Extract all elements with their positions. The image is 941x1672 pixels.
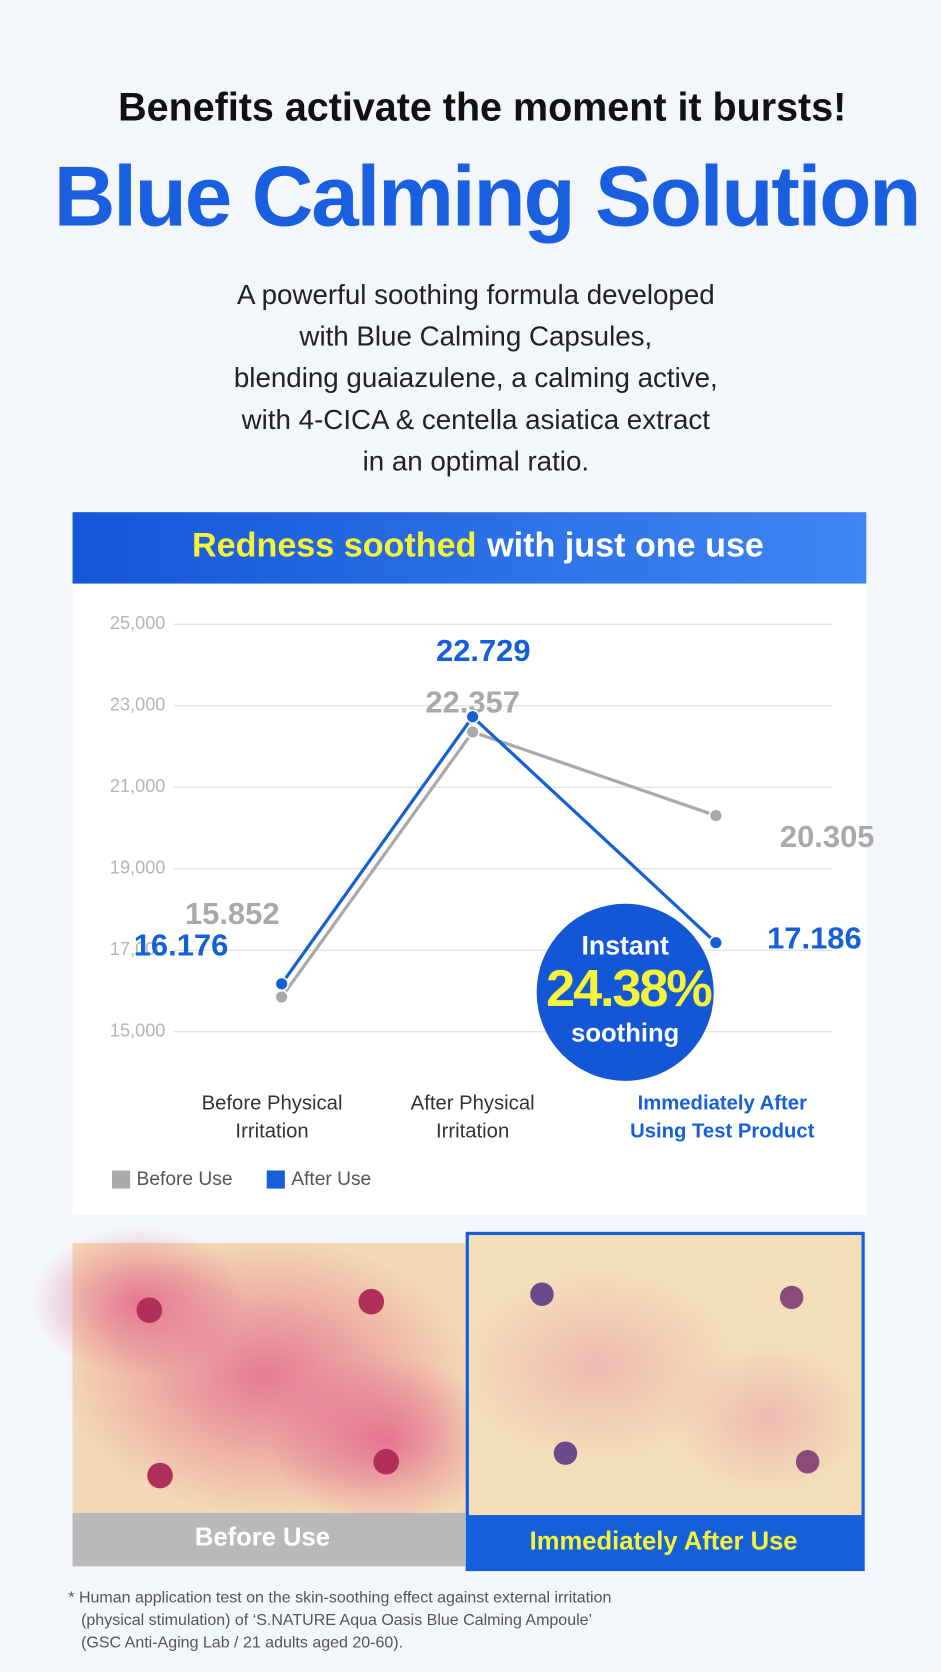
- y-tick-label: 15,000: [110, 1021, 165, 1041]
- value-label: 16.176: [134, 928, 229, 963]
- point: [708, 935, 724, 950]
- footnote-line: (physical stimulation) of ‘S.NATURE Aqua…: [81, 1612, 592, 1629]
- redness: [32, 1227, 246, 1377]
- y-tick-label: 25,000: [110, 613, 165, 633]
- footnote: * Human application test on the skin-soo…: [68, 1590, 611, 1652]
- kicker: Benefits activate the moment it bursts!: [118, 85, 846, 129]
- x-label: Before Physical Irritation: [201, 1092, 343, 1143]
- caption-after: Immediately After Use: [530, 1528, 798, 1556]
- annotation-top: Instant: [582, 931, 669, 961]
- pore: [795, 1449, 820, 1474]
- description-line: blending guaiazulene, a calming active,: [234, 362, 718, 393]
- description-line: with Blue Calming Capsules,: [298, 321, 652, 352]
- y-tick-label: 23,000: [110, 695, 165, 715]
- point: [274, 976, 289, 992]
- main-title: Blue Calming Solution: [54, 149, 920, 244]
- caption-before-band: [72, 1512, 466, 1567]
- pore: [373, 1448, 400, 1475]
- point: [465, 709, 480, 724]
- pore: [136, 1297, 163, 1324]
- description-line: in an optimal ratio.: [363, 445, 590, 476]
- point: [708, 808, 724, 823]
- redness: [266, 1355, 502, 1526]
- annotation-bubble: [536, 903, 714, 1081]
- banner: [72, 512, 867, 584]
- description: A powerful soothing formula developed wit…: [234, 279, 718, 476]
- x-label: After Physical Irritation: [410, 1092, 535, 1143]
- x-label: Immediately After Using Test Product: [630, 1092, 815, 1143]
- value-label: 17.186: [767, 921, 862, 956]
- x-tick-label: After Physical Irritation: [410, 1092, 535, 1143]
- pore: [147, 1462, 173, 1489]
- footnote-line: (GSC Anti-Aging Lab / 21 adults aged 20-…: [81, 1634, 403, 1651]
- value-label: 20.305: [780, 819, 875, 854]
- pore: [358, 1288, 385, 1315]
- chart-title: Redness soothed with just one use: [192, 526, 764, 564]
- pore: [553, 1441, 578, 1465]
- x-tick-label: Immediately After Using Test Product: [630, 1092, 815, 1143]
- legend-label: Before Use: [137, 1169, 233, 1190]
- point: [465, 724, 480, 740]
- caption-after-band: [467, 1515, 864, 1570]
- chart-panel: [72, 583, 867, 1215]
- annotation-value: 24.38%: [546, 960, 712, 1018]
- caption-before: Before Use: [195, 1523, 330, 1551]
- y-tick-label: 19,000: [110, 858, 165, 878]
- legend-swatch: [266, 1170, 285, 1189]
- description-line: with 4-CICA & centella asiatica extract: [241, 404, 711, 435]
- title-highlight: Redness soothed: [192, 526, 476, 564]
- chart: 15,000 17,000 19,000 21,000 23,000 25,000 Befo…: [110, 613, 875, 1190]
- redness: [458, 1269, 737, 1462]
- value-label: 22.729: [436, 633, 531, 668]
- point: [274, 989, 289, 1005]
- annotation-bottom: soothing: [571, 1020, 679, 1048]
- y-tick-label: 17,000: [110, 939, 165, 959]
- footnote-line: * Human application test on the skin-soo…: [68, 1590, 611, 1607]
- description-line: A powerful soothing formula developed: [237, 279, 715, 310]
- value-label: 15.852: [185, 896, 280, 931]
- x-tick-label: Before Physical Irritation: [201, 1092, 343, 1143]
- legend-label: After Use: [291, 1169, 371, 1190]
- redness: [672, 1344, 865, 1494]
- photos: Before Use Immediately After Use: [32, 1227, 865, 1572]
- y-tick-label: 21,000: [110, 776, 165, 796]
- title-rest: with just one use: [486, 526, 764, 564]
- pore: [779, 1285, 804, 1310]
- legend-swatch: [112, 1170, 131, 1189]
- pore: [530, 1282, 554, 1306]
